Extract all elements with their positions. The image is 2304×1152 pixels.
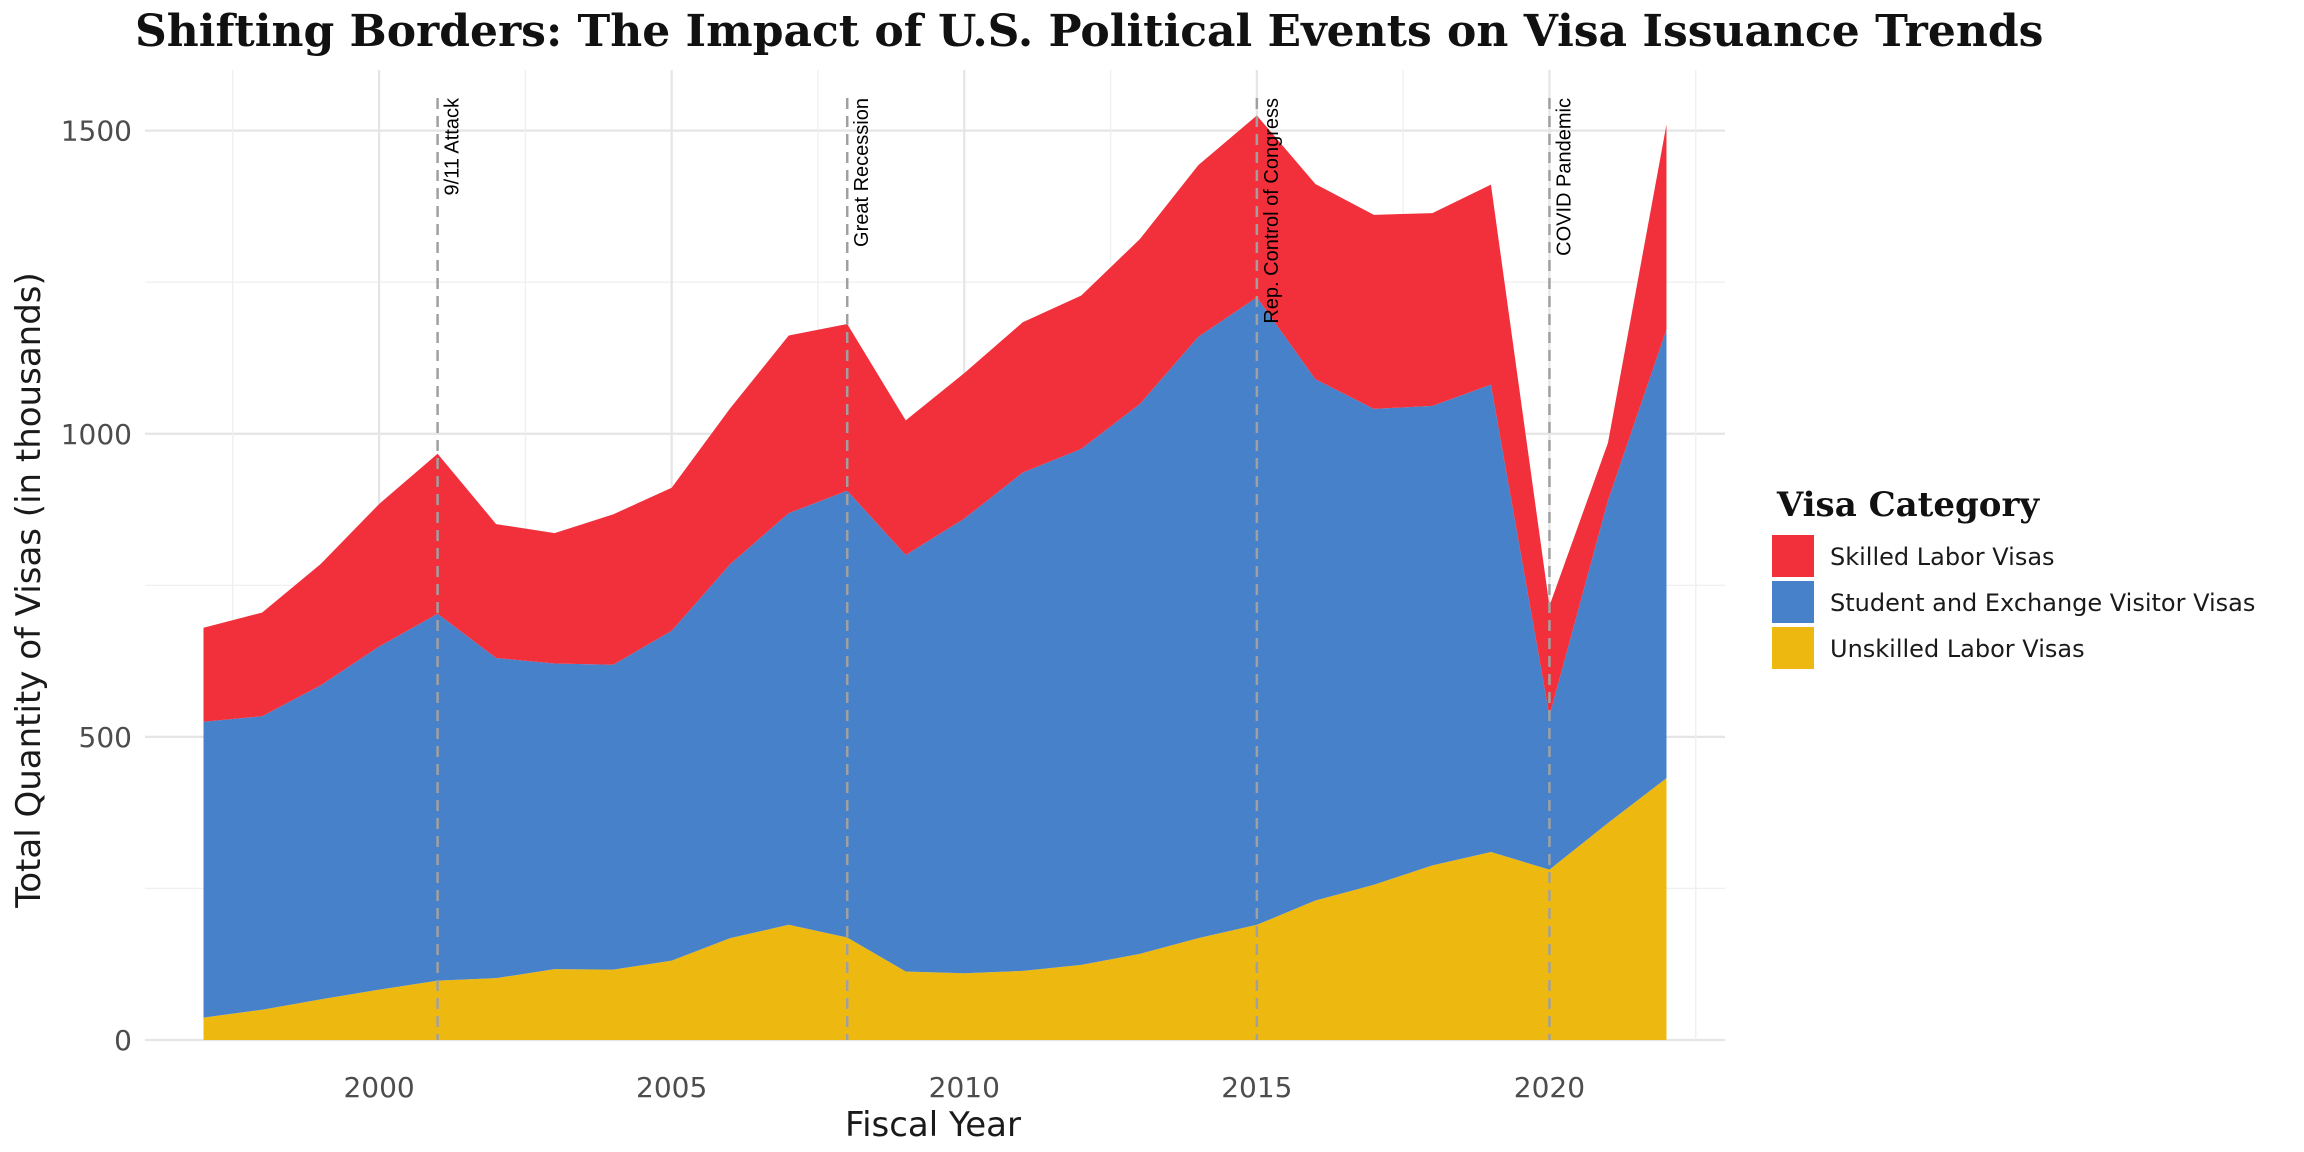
event-label-9-11-attack: 9/11 Attack bbox=[442, 97, 464, 195]
x-tick-label: 2010 bbox=[929, 1071, 1000, 1104]
y-tick-label: 500 bbox=[79, 721, 132, 754]
y-tick-label: 1500 bbox=[61, 115, 132, 148]
legend-items: Skilled Labor Visas Student and Exchange … bbox=[1772, 535, 2255, 669]
y-axis-title: Total Quantity of Visas (in thousands) bbox=[9, 272, 49, 909]
legend-label: Skilled Labor Visas bbox=[1830, 543, 2055, 571]
x-tick-label: 2015 bbox=[1221, 1071, 1292, 1104]
legend-swatch bbox=[1772, 627, 1814, 669]
x-tick-label: 2005 bbox=[636, 1071, 707, 1104]
y-tick-label: 1000 bbox=[61, 418, 132, 451]
event-label-rep-control-of-congress: Rep. Control of Congress bbox=[1261, 98, 1283, 324]
event-markers: 9/11 Attack Great Recession Rep. Control o… bbox=[436, 97, 1575, 1040]
x-tick-label: 2000 bbox=[343, 1071, 414, 1104]
y-tick-label: 0 bbox=[114, 1024, 132, 1057]
x-axis-title: Fiscal Year bbox=[845, 1105, 1021, 1145]
chart-title: Shifting Borders: The Impact of U.S. Pol… bbox=[135, 6, 2043, 57]
event-label-covid-pandemic: COVID Pandemic bbox=[1553, 98, 1575, 256]
y-axis-ticks: 0 500 1000 1500 bbox=[61, 115, 132, 1057]
legend-swatch bbox=[1772, 581, 1814, 623]
stacked-areas bbox=[203, 115, 1667, 1040]
area-unskilled-labor-visas bbox=[203, 778, 1667, 1040]
legend-label: Student and Exchange Visitor Visas bbox=[1830, 589, 2255, 617]
area-skilled-labor-visas bbox=[203, 115, 1667, 722]
event-label-great-recession: Great Recession bbox=[851, 98, 873, 247]
legend: Visa Category Skilled Labor Visas Student… bbox=[1772, 485, 2255, 669]
legend-label: Unskilled Labor Visas bbox=[1830, 635, 2085, 663]
area-student-and-exchange-visitor-visas bbox=[203, 297, 1667, 1018]
legend-swatch bbox=[1772, 535, 1814, 577]
x-tick-label: 2020 bbox=[1514, 1071, 1585, 1104]
x-axis-ticks: 2000 2005 2010 2015 2020 bbox=[343, 1071, 1585, 1104]
legend-title: Visa Category bbox=[1776, 485, 2040, 525]
